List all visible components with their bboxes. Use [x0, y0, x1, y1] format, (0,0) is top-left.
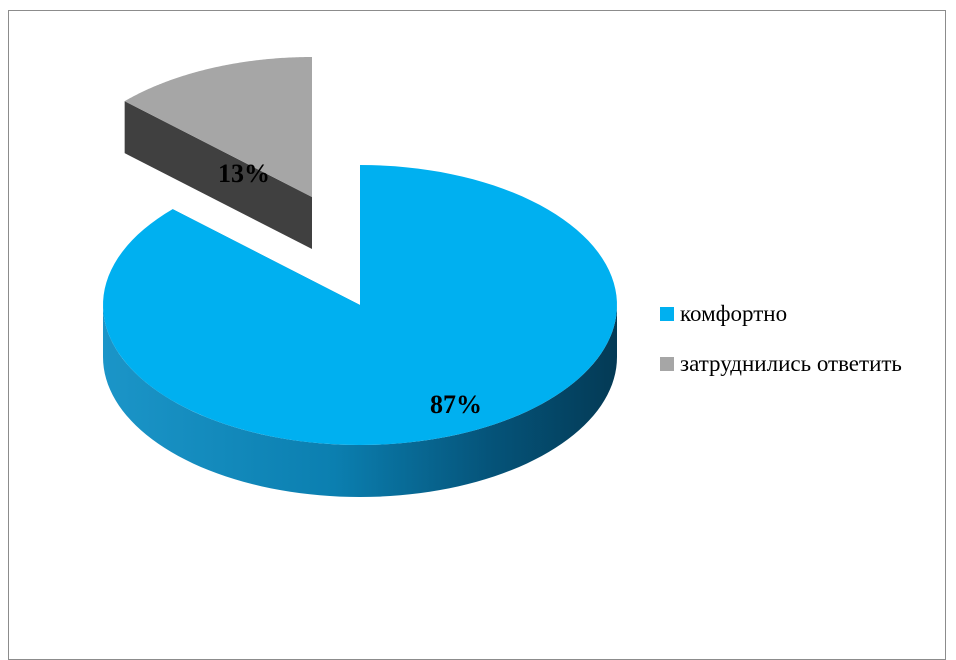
pie-side-comfortable	[103, 305, 617, 497]
legend-item-hard-to-answer: затруднились ответить	[660, 348, 902, 380]
legend-label-comfortable: комфортно	[680, 301, 788, 326]
legend-item-comfortable: комфортно	[660, 298, 902, 330]
data-label-slice-1: 13%	[218, 159, 270, 188]
legend-label-hard-to-answer: затруднились ответить	[680, 351, 902, 376]
pie-wall-hard-to-answer-0	[124, 101, 312, 249]
legend: комфортно затруднились ответить	[660, 298, 902, 398]
legend-swatch-comfortable	[660, 307, 674, 321]
legend-swatch-hard-to-answer	[660, 357, 674, 371]
pie-slice-hard-to-answer	[124, 57, 312, 197]
data-label-slice-0: 87%	[430, 390, 482, 419]
pie-slice-comfortable	[103, 165, 617, 445]
